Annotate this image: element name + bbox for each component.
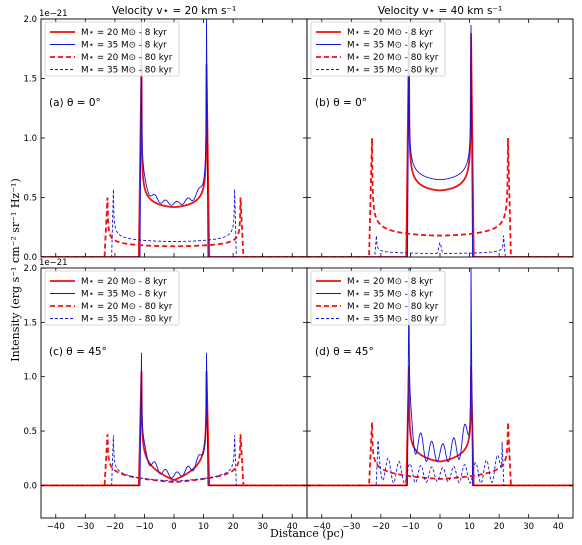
legend-label-2: M⋆ = 35 M⊙ - 8 kyr [347,290,433,300]
series-line-4 [41,189,307,257]
x-tick-label: 0 [171,522,176,532]
x-tick-label: −30 [76,522,94,532]
panel-annotation: (b) θ = 0° [315,97,367,109]
series-line-4 [307,440,573,486]
legend-label-3: M⋆ = 20 M⊙ - 80 kyr [347,302,439,312]
panel-title: Velocity v⋆ = 20 km s⁻¹ [112,5,236,17]
y-tick-label: 1.0 [23,134,37,144]
legend-label-4: M⋆ = 35 M⊙ - 80 kyr [347,66,439,76]
legend-box [44,21,180,77]
x-axis-label: Distance (pc) [270,527,344,540]
y-tick-label: 1.5 [23,75,37,85]
x-tick-label: −10 [401,522,419,532]
x-tick-label: 10 [198,522,209,532]
series-line-3 [307,422,573,487]
y-tick-label: 1.0 [23,373,37,383]
x-tick-label: −40 [47,522,65,532]
x-tick-label: −40 [313,522,331,532]
series-group [41,352,307,487]
offset-text: 1e−21 [39,9,68,19]
series-line-2 [41,352,307,486]
legend-label-1: M⋆ = 20 M⊙ - 8 kyr [347,277,433,287]
x-tick-label: −20 [372,522,390,532]
legend-label-1: M⋆ = 20 M⊙ - 8 kyr [81,28,167,38]
legend-label-4: M⋆ = 35 M⊙ - 80 kyr [81,66,173,76]
legend-label-2: M⋆ = 35 M⊙ - 8 kyr [347,41,433,51]
x-tick-label: 20 [494,522,505,532]
series-line-1 [307,33,573,257]
series-line-1 [307,365,573,487]
x-tick-label: 40 [287,522,298,532]
legend-box [310,270,446,326]
series-line-2 [307,24,573,257]
series-line-4 [41,435,307,486]
legend-box [310,21,446,77]
series-line-1 [41,371,307,487]
x-tick-label: 10 [464,522,475,532]
legend-label-3: M⋆ = 20 M⊙ - 80 kyr [347,53,439,63]
panel-b: Velocity v⋆ = 40 km s⁻¹ M⋆ = 20 M⊙ - 8 ky… [306,5,574,258]
series-line-2 [41,19,307,257]
legend-label-3: M⋆ = 20 M⊙ - 80 kyr [81,302,173,312]
y-tick-label: 1.5 [23,318,37,328]
panel-title: Velocity v⋆ = 40 km s⁻¹ [378,5,502,17]
panel-annotation: (a) θ = 0° [49,97,101,109]
legend-label-1: M⋆ = 20 M⊙ - 8 kyr [81,277,167,287]
legend: M⋆ = 20 M⊙ - 8 kyr M⋆ = 35 M⊙ - 8 kyr M⋆ =… [44,21,180,77]
series-group [307,24,573,257]
panel-c: 0.0 0.5 1.0 1.5 2.0 −40 −30 −20 −10 0 10 20 30 40 1e−2… [23,258,308,532]
offset-text: 1e−21 [39,258,68,268]
series-line-3 [41,434,307,487]
x-tick-label: 40 [553,522,564,532]
x-tick-label: 20 [228,522,239,532]
panel-a: 0.0 0.5 1.0 1.5 2.01e−21 Velocity v⋆ = 20 km … [23,5,308,263]
series-group [41,19,307,257]
legend: M⋆ = 20 M⊙ - 8 kyr M⋆ = 35 M⊙ - 8 kyr M⋆ =… [44,270,180,326]
legend-label-3: M⋆ = 20 M⊙ - 80 kyr [81,53,173,63]
x-tick-label: −30 [342,522,360,532]
y-tick-label: 0.5 [23,194,37,204]
series-line-1 [41,64,307,257]
legend-label-4: M⋆ = 35 M⊙ - 80 kyr [347,315,439,325]
legend: M⋆ = 20 M⊙ - 8 kyr M⋆ = 35 M⊙ - 8 kyr M⋆ =… [310,270,446,326]
y-axis-label: Intensity (erg s⁻¹ cm⁻² sr⁻¹ Hz⁻¹) [9,178,22,362]
x-tick-label: −20 [106,522,124,532]
x-tick-label: 30 [257,522,268,532]
series-line-3 [307,137,573,257]
x-tick-label: −10 [135,522,153,532]
y-tick-label: 0.5 [23,427,37,437]
series-line-3 [41,197,307,257]
series-line-4 [307,235,573,257]
y-tick-label: 0.0 [23,481,37,491]
legend-label-2: M⋆ = 35 M⊙ - 8 kyr [81,41,167,51]
panel-annotation: (d) θ = 45° [315,346,374,358]
y-tick-label: 2.0 [23,264,37,274]
legend: M⋆ = 20 M⊙ - 8 kyr M⋆ = 35 M⊙ - 8 kyr M⋆ =… [310,21,446,77]
legend-label-4: M⋆ = 35 M⊙ - 80 kyr [81,315,173,325]
x-tick-label: 30 [523,522,534,532]
panel-annotation: (c) θ = 45° [49,346,107,358]
x-tick-label: 0 [437,522,442,532]
series-group [307,268,573,487]
legend-box [44,270,180,326]
y-tick-label: 0.0 [23,253,37,263]
y-tick-label: 2.0 [23,15,37,25]
legend-label-2: M⋆ = 35 M⊙ - 8 kyr [81,290,167,300]
legend-label-1: M⋆ = 20 M⊙ - 8 kyr [347,28,433,38]
panel-d: −40 −30 −20 −10 0 10 20 30 40M⋆ = 20 M⊙ - 8 kyrM… [306,267,574,532]
panels: 0.00.51.01.52.01e−21 Velocity v⋆ = 20 km … [23,5,574,532]
